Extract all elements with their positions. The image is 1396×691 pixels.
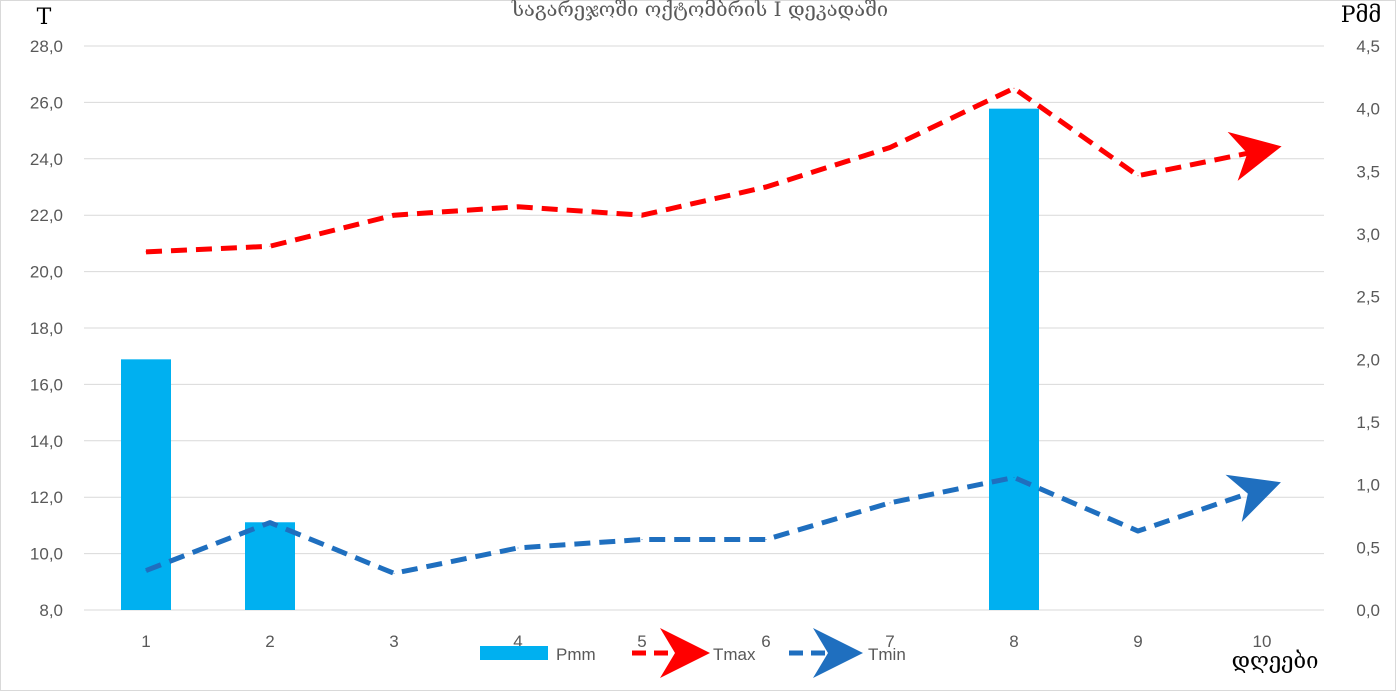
y-right-tick-label: 1,5 xyxy=(1356,413,1380,432)
line-tmin xyxy=(145,474,1281,576)
x-tick-label: 9 xyxy=(1133,632,1142,651)
point-tmax-1 xyxy=(145,251,147,253)
y-left-tick-label: 8,0 xyxy=(39,601,63,620)
line-tmax xyxy=(145,85,1282,255)
point-tmin-3 xyxy=(393,572,395,574)
y-left-tick-label: 12,0 xyxy=(30,488,63,507)
y-left-tick-label: 26,0 xyxy=(30,93,63,112)
y-right-tick-label: 4,5 xyxy=(1356,37,1380,56)
point-tmin-9 xyxy=(1137,530,1139,532)
legend-label-tmax: Tmax xyxy=(713,645,756,664)
y-right-tick-label: 0,0 xyxy=(1356,601,1380,620)
point-tmax-5 xyxy=(641,214,643,216)
x-tick-label: 6 xyxy=(761,632,770,651)
point-tmax-9 xyxy=(1137,175,1139,177)
pmm-bars xyxy=(121,108,1039,611)
y-right-axis-title: Pმმ xyxy=(1341,3,1382,28)
x-tick-label: 5 xyxy=(637,632,646,651)
bar-pmm-8 xyxy=(989,108,1039,611)
x-tick-label: 3 xyxy=(389,632,398,651)
point-tmin-2 xyxy=(269,522,271,524)
y-right-tick-label: 3,5 xyxy=(1356,162,1380,181)
x-tick-label: 7 xyxy=(885,632,894,651)
y-right-tick-label: 2,0 xyxy=(1356,350,1380,369)
x-tick-label: 8 xyxy=(1009,632,1018,651)
x-tick-label: 2 xyxy=(265,632,274,651)
y-right-tick-label: 1,0 xyxy=(1356,476,1380,495)
y-left-tick-label: 18,0 xyxy=(30,319,63,338)
y-left-tick-label: 20,0 xyxy=(30,263,63,282)
y-right-tick-label: 0,5 xyxy=(1356,538,1380,557)
point-tmin-1 xyxy=(145,570,147,572)
bar-pmm-2 xyxy=(245,522,295,610)
point-tmax-2 xyxy=(269,245,271,247)
point-tmin-7 xyxy=(889,502,891,504)
point-tmax-8 xyxy=(1013,87,1015,89)
y-right-tick-label: 2,5 xyxy=(1356,288,1380,307)
point-tmin-6 xyxy=(765,539,767,540)
point-tmin-10 xyxy=(1261,488,1263,490)
axis-ticks: 8,010,012,014,016,018,020,022,024,026,02… xyxy=(30,37,1380,651)
y-left-axis-title: T xyxy=(37,5,52,30)
legend-swatch-pmm xyxy=(480,646,548,660)
point-tmin-5 xyxy=(641,539,643,540)
y-left-tick-label: 24,0 xyxy=(30,150,63,169)
point-tmax-4 xyxy=(517,206,519,208)
legend-label-tmin: Tmin xyxy=(868,645,906,664)
chart-title: საგარეჯოში ოქტომბრის I დეკადაში xyxy=(511,0,888,21)
legend: Pmm Tmax Tmin xyxy=(480,628,906,678)
point-tmax-6 xyxy=(765,186,767,188)
temperature-lines xyxy=(145,85,1282,576)
x-axis-title: დღეები xyxy=(1232,649,1319,674)
point-tmax-7 xyxy=(889,147,891,149)
point-tmin-4 xyxy=(517,547,519,549)
y-right-tick-label: 4,0 xyxy=(1356,100,1380,119)
y-left-tick-label: 10,0 xyxy=(30,545,63,564)
y-left-tick-label: 16,0 xyxy=(30,375,63,394)
y-left-tick-label: 22,0 xyxy=(30,206,63,225)
bar-pmm-1 xyxy=(121,359,171,610)
point-tmax-3 xyxy=(393,214,395,216)
x-tick-label: 4 xyxy=(513,632,522,651)
point-tmax-10 xyxy=(1261,149,1263,151)
x-tick-label: 1 xyxy=(141,632,150,651)
legend-label-pmm: Pmm xyxy=(556,645,596,664)
y-left-tick-label: 28,0 xyxy=(30,37,63,56)
y-right-tick-label: 3,0 xyxy=(1356,225,1380,244)
y-left-tick-label: 14,0 xyxy=(30,432,63,451)
point-tmin-8 xyxy=(1013,476,1015,478)
x-tick-label: 10 xyxy=(1253,632,1272,651)
